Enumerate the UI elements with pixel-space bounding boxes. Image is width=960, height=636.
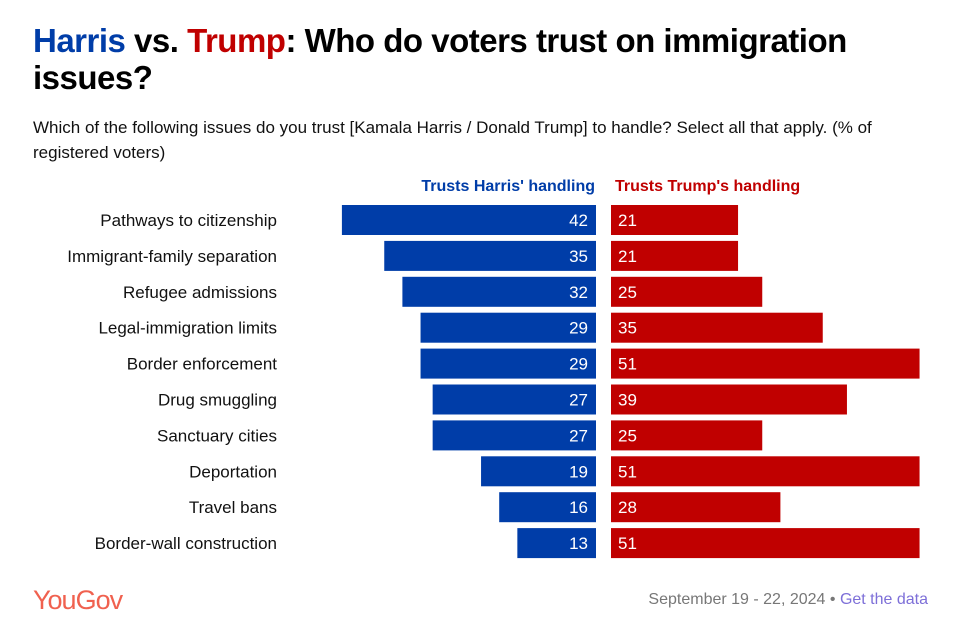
category-label: Drug smuggling [158, 391, 277, 410]
legend-trump: Trusts Trump's handling [615, 178, 801, 195]
harris-value-label: 27 [569, 391, 588, 410]
harris-bar [499, 492, 596, 523]
trump-bar [611, 528, 920, 559]
trump-value-label: 35 [618, 319, 637, 338]
survey-date: September 19 - 22, 2024 [648, 591, 826, 608]
category-label: Border enforcement [127, 355, 278, 374]
trump-value-label: 51 [618, 462, 637, 481]
trump-value-label: 28 [618, 498, 637, 517]
footer-meta: September 19 - 22, 2024 • Get the data [648, 591, 928, 608]
trump-bar [611, 492, 781, 523]
category-label: Travel bans [189, 498, 277, 517]
chart-subtitle: Which of the following issues do you tru… [33, 118, 872, 162]
category-label: Border-wall construction [95, 534, 277, 553]
trump-bar [611, 240, 739, 271]
harris-value-label: 35 [569, 247, 588, 266]
trump-bar [611, 348, 920, 379]
trump-value-label: 39 [618, 391, 637, 410]
category-label: Sanctuary cities [157, 426, 277, 445]
category-label: Immigrant-family separation [67, 247, 277, 266]
category-label: Deportation [189, 462, 277, 481]
harris-bar [517, 528, 596, 559]
harris-bar [402, 276, 596, 307]
get-data-link[interactable]: Get the data [839, 591, 928, 608]
trump-value-label: 51 [618, 534, 637, 553]
harris-value-label: 13 [569, 534, 588, 553]
category-label: Pathways to citizenship [100, 211, 277, 230]
harris-bar [420, 312, 596, 343]
harris-bar [481, 456, 596, 487]
harris-bar [420, 348, 596, 379]
trump-bar [611, 384, 847, 415]
harris-bar [432, 384, 596, 415]
trump-bar [611, 420, 763, 451]
legend-harris: Trusts Harris' handling [421, 178, 595, 195]
trump-value-label: 21 [618, 211, 637, 230]
trump-bar [611, 456, 920, 487]
harris-value-label: 19 [569, 462, 588, 481]
trump-bar [611, 276, 763, 307]
trump-bar [611, 312, 823, 343]
harris-value-label: 29 [569, 319, 588, 338]
harris-value-label: 16 [569, 498, 588, 517]
trump-value-label: 25 [618, 426, 637, 445]
harris-value-label: 29 [569, 355, 588, 374]
harris-bar [341, 205, 596, 235]
trump-value-label: 25 [618, 283, 637, 302]
trump-bar [611, 205, 739, 235]
trump-value-label: 51 [618, 355, 637, 374]
trump-value-label: 21 [618, 247, 637, 266]
category-label: Refugee admissions [123, 283, 277, 302]
category-label: Legal-immigration limits [98, 319, 277, 338]
yougov-logo: YouGov [33, 585, 123, 615]
harris-value-label: 27 [569, 426, 588, 445]
chart-title: Harris vs. Trump: Who do voters trust on… [33, 22, 847, 96]
harris-bar [384, 240, 596, 271]
harris-value-label: 32 [569, 283, 588, 302]
harris-bar [432, 420, 596, 451]
harris-value-label: 42 [569, 211, 588, 230]
